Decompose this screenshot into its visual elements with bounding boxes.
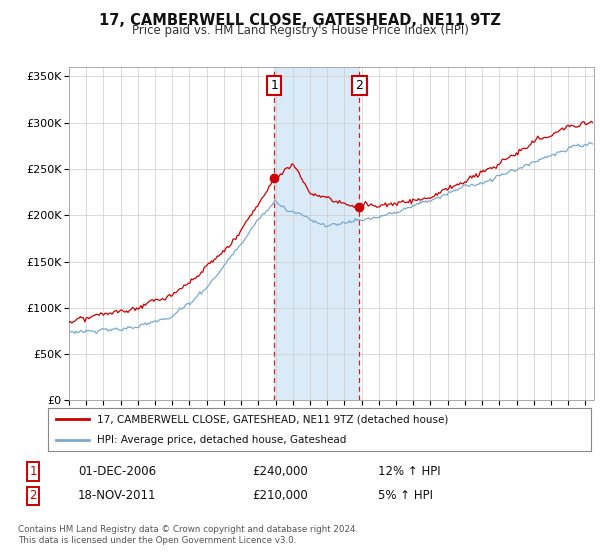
Text: 12% ↑ HPI: 12% ↑ HPI xyxy=(378,465,440,478)
Text: Price paid vs. HM Land Registry's House Price Index (HPI): Price paid vs. HM Land Registry's House … xyxy=(131,24,469,37)
Text: 01-DEC-2006: 01-DEC-2006 xyxy=(78,465,156,478)
Bar xyxy=(274,67,359,400)
Text: 18-NOV-2011: 18-NOV-2011 xyxy=(78,489,157,502)
Text: £210,000: £210,000 xyxy=(252,489,308,502)
Text: HPI: Average price, detached house, Gateshead: HPI: Average price, detached house, Gate… xyxy=(97,435,346,445)
Text: 2: 2 xyxy=(356,79,364,92)
Text: 5% ↑ HPI: 5% ↑ HPI xyxy=(378,489,433,502)
Text: 1: 1 xyxy=(270,79,278,92)
Text: 17, CAMBERWELL CLOSE, GATESHEAD, NE11 9TZ (detached house): 17, CAMBERWELL CLOSE, GATESHEAD, NE11 9T… xyxy=(97,414,448,424)
Text: 2: 2 xyxy=(29,489,37,502)
Text: Contains HM Land Registry data © Crown copyright and database right 2024.
This d: Contains HM Land Registry data © Crown c… xyxy=(18,525,358,545)
Text: £240,000: £240,000 xyxy=(252,465,308,478)
Text: 1: 1 xyxy=(29,465,37,478)
Text: 17, CAMBERWELL CLOSE, GATESHEAD, NE11 9TZ: 17, CAMBERWELL CLOSE, GATESHEAD, NE11 9T… xyxy=(99,13,501,28)
